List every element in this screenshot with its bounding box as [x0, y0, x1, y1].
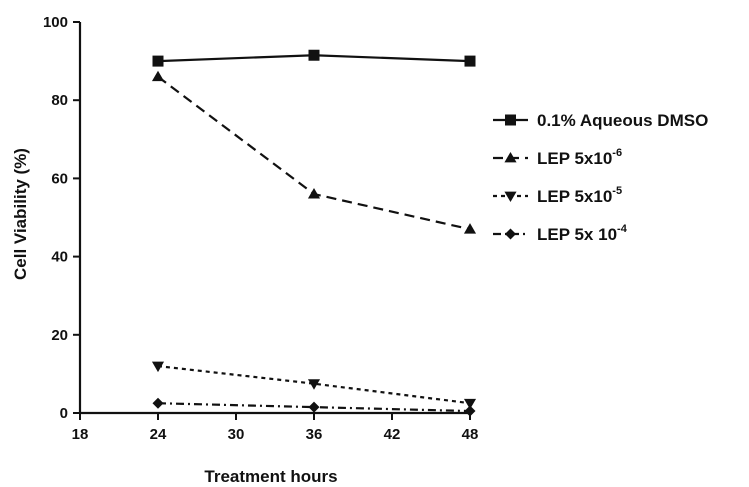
x-tick-label: 48: [462, 426, 479, 443]
data-point: [308, 401, 320, 413]
legend-item-4: LEP 5x 10-4: [493, 223, 628, 244]
legend-item-1: 0.1% Aqueous DMSO: [493, 111, 708, 130]
axes: [78, 22, 470, 415]
legend-label: 0.1% Aqueous DMSO: [537, 111, 708, 130]
data-point: [463, 398, 477, 410]
series-3: [151, 361, 477, 410]
data-point: [152, 55, 164, 67]
y-ticks: 0 20 40 60 80 100: [43, 14, 80, 422]
data-point: [307, 379, 321, 390]
series-line: [157, 75, 471, 231]
legend-item-3: LEP 5x10-5: [493, 185, 622, 206]
data-point: [307, 187, 321, 199]
series-2: [151, 70, 477, 234]
series-group: [151, 49, 477, 417]
legend-label: LEP 5x10-5: [537, 185, 622, 206]
y-tick-label: 40: [51, 249, 68, 266]
data-point: [152, 397, 164, 409]
y-tick-label: 60: [51, 170, 68, 187]
x-axis-title: Treatment hours: [204, 467, 337, 486]
x-tick-label: 18: [72, 426, 89, 443]
series-1: [152, 49, 476, 67]
series-4: [152, 397, 476, 417]
legend-marker: [504, 151, 517, 163]
y-tick-label: 20: [51, 327, 68, 344]
x-tick-label: 30: [228, 426, 245, 443]
legend-label: LEP 5x10-6: [537, 147, 622, 168]
data-point: [151, 361, 165, 373]
legend-label: LEP 5x 10-4: [537, 223, 628, 244]
x-ticks: 18 24 30 36 42 48: [72, 413, 479, 443]
x-tick-label: 24: [150, 426, 167, 443]
legend-marker: [504, 191, 517, 203]
y-axis-title: Cell Viability (%): [11, 148, 30, 280]
x-tick-label: 42: [384, 426, 401, 443]
data-point: [308, 49, 320, 61]
legend-item-2: LEP 5x10-6: [493, 147, 622, 168]
legend-marker: [505, 228, 516, 240]
legend-marker: [505, 114, 516, 126]
y-tick-label: 80: [51, 92, 68, 109]
legend: 0.1% Aqueous DMSO LEP 5x10-6 LEP 5x10-5 LEP…: [493, 111, 708, 244]
data-point: [151, 70, 165, 82]
y-tick-label: 0: [60, 405, 68, 422]
x-tick-label: 36: [306, 426, 323, 443]
data-point: [464, 55, 476, 67]
y-tick-label: 100: [43, 14, 68, 31]
data-point: [464, 405, 476, 417]
data-point: [463, 223, 477, 234]
